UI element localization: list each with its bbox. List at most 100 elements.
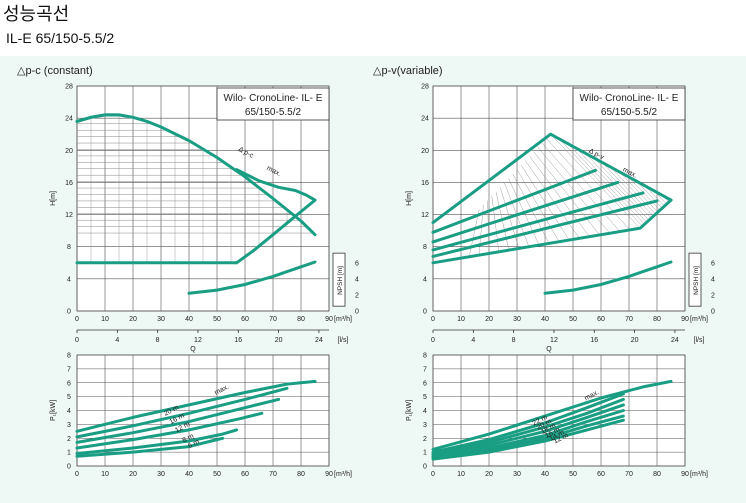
hatch-line xyxy=(533,151,601,236)
y-tick-label: 2 xyxy=(423,436,427,443)
y-tick-label: 8 xyxy=(67,353,71,360)
hatch-line xyxy=(593,157,652,219)
hatch-line xyxy=(537,147,611,234)
series-line xyxy=(235,198,317,265)
legend-box xyxy=(216,87,330,121)
y-tick-label: 4 xyxy=(423,276,427,283)
chart-title: △p-c (constant) xyxy=(17,65,93,77)
x-tick-label: 60 xyxy=(241,471,249,478)
x-tick-label: 60 xyxy=(597,471,605,478)
y-tick-label: 28 xyxy=(421,84,429,91)
secondary-tick-label: 12 xyxy=(550,337,558,344)
npsh-axis-label: NPSH [m] xyxy=(337,266,344,295)
y-tick-label: 0 xyxy=(67,464,71,471)
x-unit-label: [m³/h] xyxy=(690,471,708,478)
x-tick-label: 30 xyxy=(157,471,165,478)
series-line xyxy=(431,403,625,457)
y-tick-label: 20 xyxy=(65,148,73,155)
x-tick-label: 50 xyxy=(213,471,221,478)
x-tick-label: 40 xyxy=(541,471,549,478)
hatch-line xyxy=(559,138,643,227)
hatch-line xyxy=(619,171,658,213)
hatch-line xyxy=(521,165,570,241)
hatch-line xyxy=(584,152,650,221)
q-axis-label: Q xyxy=(546,346,552,353)
npsh-axis-label: NPSH [m] xyxy=(693,266,700,295)
hatch-line xyxy=(542,142,621,232)
npsh-tick-label: 2 xyxy=(711,292,715,299)
y-tick-label: 4 xyxy=(423,408,427,415)
hatch-line xyxy=(487,200,490,255)
legend-line-1: Wilo- CronoLine- IL- E xyxy=(580,93,679,104)
series-line xyxy=(431,191,645,252)
npsh-curve xyxy=(187,260,317,295)
secondary-tick-label: 8 xyxy=(156,337,160,344)
hatch-line xyxy=(546,138,631,231)
hatch-line xyxy=(610,167,656,215)
y-tick-label: 16 xyxy=(65,180,73,187)
legend-box xyxy=(572,87,686,121)
x-tick-label: 80 xyxy=(297,471,305,478)
hatch-line xyxy=(525,160,580,239)
x-unit-label: [m³/h] xyxy=(334,316,352,323)
hatch-line xyxy=(495,191,510,252)
series-line xyxy=(431,409,625,458)
x-tick-label: 0 xyxy=(75,316,79,323)
x-tick-label: 70 xyxy=(269,316,277,323)
hatch-line xyxy=(550,134,641,229)
secondary-tick-label: 4 xyxy=(471,337,475,344)
secondary-tick-label: 16 xyxy=(590,337,598,344)
legend-line-1: Wilo- CronoLine- IL- E xyxy=(224,93,323,104)
series-line xyxy=(431,392,625,454)
x-tick-label: 0 xyxy=(431,316,435,323)
x-tick-label: 80 xyxy=(653,471,661,478)
y-tick-label: 4 xyxy=(67,408,71,415)
x-tick-label: 90 xyxy=(325,316,333,323)
legend-line-2: 65/150-5.5/2 xyxy=(601,107,658,118)
x-tick-label: 40 xyxy=(185,471,193,478)
series-line xyxy=(431,379,673,451)
x-tick-label: 90 xyxy=(325,471,333,478)
y-axis-label: H[m] xyxy=(406,191,413,206)
y-tick-label: 12 xyxy=(421,212,429,219)
secondary-tick-label: 20 xyxy=(275,337,283,344)
x-tick-label: 30 xyxy=(157,316,165,323)
series-line xyxy=(75,436,225,458)
y-tick-label: 2 xyxy=(67,436,71,443)
series-line xyxy=(75,386,289,439)
y-tick-label: 0 xyxy=(423,309,427,316)
y-tick-label: 3 xyxy=(67,422,71,429)
x-tick-label: 20 xyxy=(485,471,493,478)
npsh-curve xyxy=(543,260,673,295)
x-tick-label: 60 xyxy=(597,316,605,323)
y-tick-label: 8 xyxy=(423,244,427,251)
npsh-tick-label: 6 xyxy=(711,260,715,267)
x-tick-label: 20 xyxy=(485,316,493,323)
series-line xyxy=(75,428,239,455)
series-line xyxy=(235,168,317,202)
x-tick-label: 90 xyxy=(681,316,689,323)
y-tick-label: 24 xyxy=(421,116,429,123)
series-line xyxy=(431,168,597,234)
hatch-line xyxy=(468,209,480,259)
y-tick-label: 6 xyxy=(67,380,71,387)
series-line xyxy=(75,379,317,433)
hatch-line xyxy=(567,143,645,225)
npsh-tick-label: 6 xyxy=(355,260,359,267)
secondary-tick-label: 8 xyxy=(512,337,516,344)
series-line xyxy=(431,132,673,225)
hatch-line xyxy=(516,169,560,243)
x-unit-label: [m³/h] xyxy=(690,316,708,323)
y-tick-label: 0 xyxy=(423,464,427,471)
x-unit-label: [m³/h] xyxy=(334,471,352,478)
secondary-tick-label: 16 xyxy=(234,337,242,344)
q-axis-label: Q xyxy=(190,346,196,353)
y-tick-label: 8 xyxy=(67,244,71,251)
y-tick-label: 7 xyxy=(67,366,71,373)
secondary-tick-label: 20 xyxy=(631,337,639,344)
hatch-line xyxy=(602,162,654,217)
npsh-tick-label: 0 xyxy=(355,309,359,316)
y-tick-label: 1 xyxy=(423,450,427,457)
y-tick-label: 4 xyxy=(67,276,71,283)
x-tick-label: 60 xyxy=(241,316,249,323)
